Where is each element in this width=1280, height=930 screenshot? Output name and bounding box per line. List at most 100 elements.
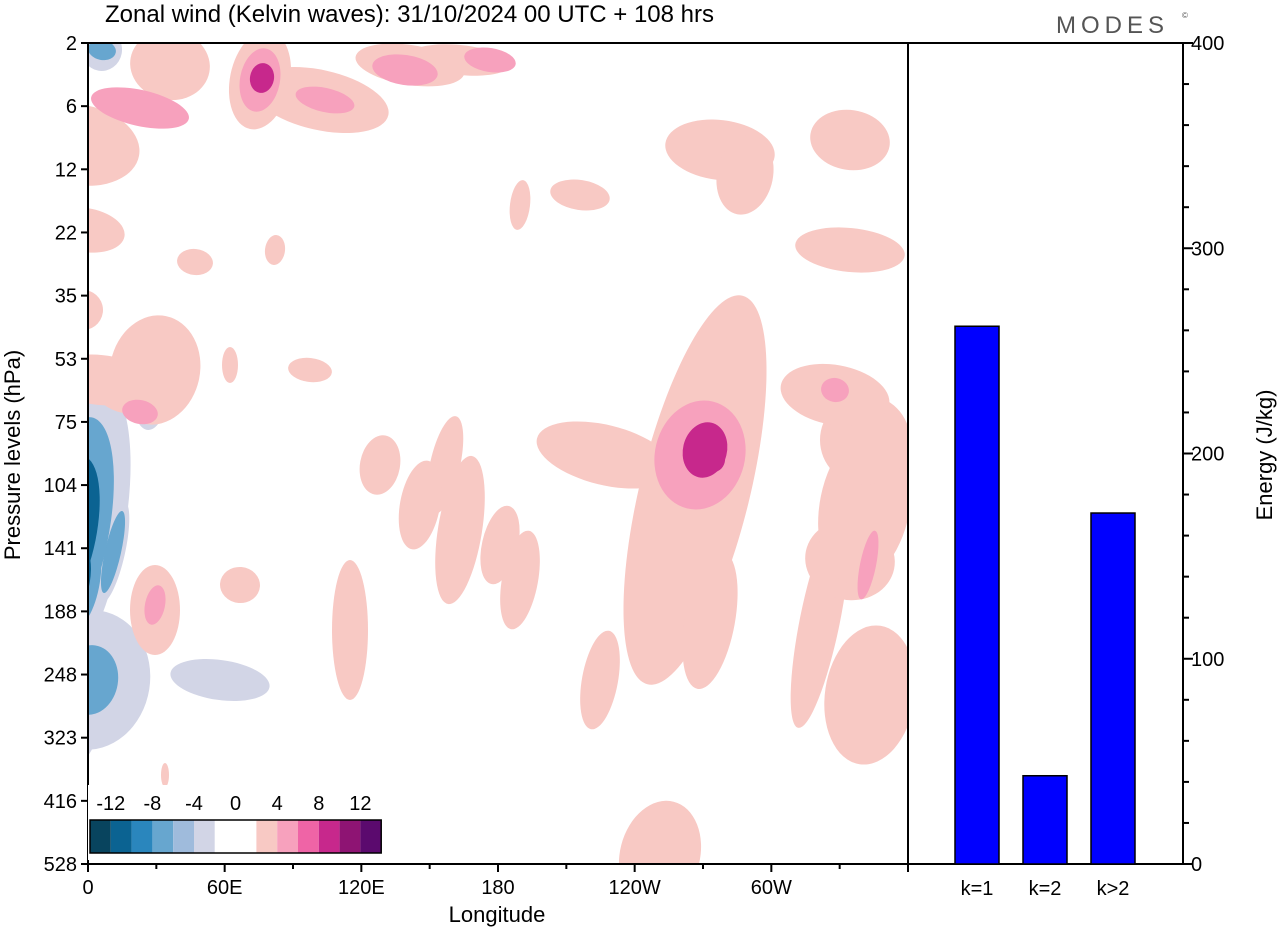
colorbar-cell bbox=[194, 820, 215, 853]
heatmap-background bbox=[88, 43, 908, 864]
wind-contour bbox=[88, 207, 125, 253]
wind-contour bbox=[88, 645, 119, 715]
y-tick-label: 2 bbox=[66, 33, 77, 55]
wind-contour bbox=[0, 46, 41, 74]
wind-contour bbox=[821, 377, 849, 403]
colorbar-label: -8 bbox=[144, 793, 162, 815]
wind-contour bbox=[704, 448, 726, 472]
energy-bar bbox=[954, 325, 1000, 865]
wind-contour bbox=[16, 110, 55, 160]
y-tick-label: 141 bbox=[44, 538, 77, 560]
y-tick-label: 104 bbox=[44, 475, 77, 497]
x-tick-label: 120W bbox=[609, 877, 661, 899]
y-tick-label: 22 bbox=[55, 222, 77, 244]
wind-contour bbox=[264, 235, 286, 265]
wind-contour bbox=[795, 227, 905, 273]
colorbar-cell bbox=[256, 820, 278, 853]
colorbar-cell bbox=[360, 820, 382, 853]
wind-contour bbox=[177, 248, 213, 276]
wind-contour bbox=[20, 765, 40, 855]
y-tick-label: 53 bbox=[55, 349, 77, 371]
colorbar-cell bbox=[298, 820, 319, 853]
modes-logo-text: MODES bbox=[1056, 12, 1169, 39]
colorbar-cell bbox=[277, 820, 298, 853]
chart-title: Zonal wind (Kelvin waves): 31/10/2024 00… bbox=[105, 1, 714, 28]
colorbar-cell bbox=[235, 820, 257, 853]
wind-contour bbox=[716, 135, 774, 215]
colorbar-cell bbox=[214, 820, 236, 853]
wind-contour bbox=[144, 585, 166, 625]
wind-contour bbox=[359, 435, 401, 495]
y-tick-label: 528 bbox=[44, 854, 77, 876]
wind-contour bbox=[130, 43, 210, 101]
wind-contour bbox=[249, 63, 275, 93]
modes-logo: MODES © bbox=[1056, 11, 1188, 39]
colorbar-label: -12 bbox=[96, 793, 125, 815]
axes: 2 6 12 22 35 53 75 104 141 188 248 323 416 528 Pressur… bbox=[0, 33, 1184, 927]
energy-axis-label: Energy (J/kg) bbox=[1252, 390, 1277, 521]
modes-logo-mark: © bbox=[1182, 11, 1188, 20]
colorbar-cell bbox=[318, 820, 340, 853]
x-tick-label: 0 bbox=[82, 877, 93, 899]
colorbar-label: 8 bbox=[313, 793, 324, 815]
wind-contour bbox=[161, 763, 169, 787]
colorbar-label: 0 bbox=[230, 793, 241, 815]
wind-contour bbox=[372, 54, 438, 86]
bar-category-label: k>2 bbox=[1097, 878, 1130, 900]
wind-contour bbox=[88, 104, 140, 186]
y-tick-label: 75 bbox=[55, 412, 77, 434]
energy-bar-plot: k=1 k=2 k>2 0 100 200 300 400 Energy (J/kg) bbox=[954, 33, 1277, 900]
bar-category-label: k=1 bbox=[961, 878, 994, 900]
wind-contour bbox=[25, 781, 45, 819]
wind-contour bbox=[222, 347, 238, 383]
wind-contour bbox=[464, 47, 516, 73]
wind-contour bbox=[14, 860, 30, 900]
x-tick-label: 120E bbox=[338, 877, 385, 899]
energy-tick-label: 0 bbox=[1191, 854, 1202, 876]
wind-contour bbox=[580, 630, 620, 730]
wind-contour bbox=[810, 109, 890, 171]
wind-contour bbox=[170, 659, 270, 701]
wind-contour bbox=[24, 790, 36, 830]
wind-contour bbox=[435, 455, 485, 605]
wind-contour bbox=[500, 530, 540, 630]
colorbar-cell bbox=[90, 820, 111, 853]
wind-contour bbox=[21, 117, 50, 152]
x-tick-label: 60E bbox=[207, 877, 243, 899]
bar-frame bbox=[907, 42, 1184, 865]
wind-contour bbox=[536, 421, 674, 489]
y-tick-label: 188 bbox=[44, 601, 77, 623]
colorbar-cell bbox=[339, 820, 361, 853]
wind-contour bbox=[398, 460, 442, 550]
y-tick-label: 248 bbox=[44, 665, 77, 687]
y-axis-label: Pressure levels (hPa) bbox=[0, 350, 25, 560]
energy-tick-label: 300 bbox=[1191, 238, 1224, 260]
colorbar-cell bbox=[131, 820, 153, 853]
colorbar-label: 4 bbox=[272, 793, 283, 815]
wind-contour bbox=[22, 840, 38, 880]
energy-tick-label: 400 bbox=[1191, 33, 1224, 55]
x-tick-label: 180 bbox=[481, 877, 514, 899]
wind-contour bbox=[295, 86, 355, 114]
wind-contour bbox=[682, 550, 738, 690]
heatmap-plot-area bbox=[0, 43, 908, 900]
wind-contour bbox=[824, 625, 908, 765]
wind-contour bbox=[288, 357, 332, 383]
wind-contour bbox=[88, 290, 103, 330]
wind-contour bbox=[100, 510, 126, 594]
colorbar-cell bbox=[173, 820, 194, 853]
y-tick-label: 323 bbox=[44, 728, 77, 750]
x-axis-label: Longitude bbox=[449, 902, 546, 927]
y-tick-label: 12 bbox=[55, 159, 77, 181]
y-tick-label: 416 bbox=[44, 791, 77, 813]
wind-contour bbox=[88, 43, 116, 61]
colorbar-cell bbox=[152, 820, 174, 853]
energy-tick-label: 100 bbox=[1191, 649, 1224, 671]
colorbar-label: -4 bbox=[185, 793, 203, 815]
wind-contour bbox=[857, 530, 879, 600]
bar-category-label: k=2 bbox=[1029, 878, 1062, 900]
energy-bar bbox=[1022, 774, 1068, 865]
energy-tick-label: 200 bbox=[1191, 444, 1224, 466]
wind-contour bbox=[332, 560, 368, 700]
